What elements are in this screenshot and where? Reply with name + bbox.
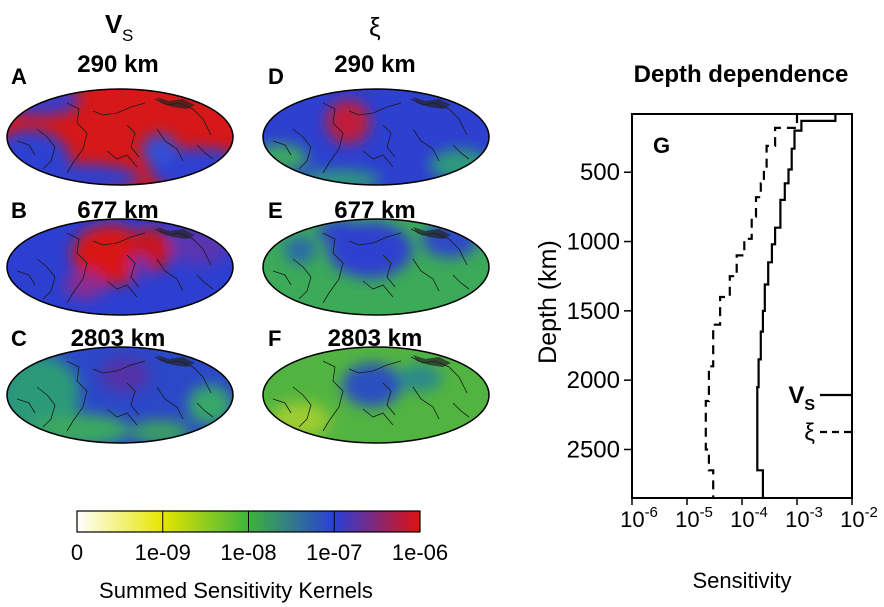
y-tick-label: 2000 xyxy=(567,367,620,394)
column-header-xi: ξ xyxy=(369,12,381,42)
colorbar: 0 1e-09 1e-08 1e-07 1e-06 Summed Sensitivity… xyxy=(71,510,448,603)
panel-letter: E xyxy=(268,198,283,223)
panel-letter: F xyxy=(268,326,281,351)
colorbar-tick-label: 1e-09 xyxy=(135,540,191,565)
depth-label: 290 km xyxy=(77,51,158,78)
legend-label: ξ xyxy=(804,419,815,446)
y-axis-label: Depth (km) xyxy=(534,240,562,364)
y-tick-label: 1000 xyxy=(567,229,620,256)
colorbar-tick-label: 1e-08 xyxy=(220,540,276,565)
svg-text:S: S xyxy=(122,26,133,45)
series-line-xi xyxy=(704,114,799,498)
depth-chart: Depth dependence G 500 1000 1500 2000 2500 1… xyxy=(534,61,878,593)
colorbar-tick-label: 1e-06 xyxy=(392,540,448,565)
x-tick-label: 10-3 xyxy=(785,504,823,532)
map-panel-d: D 290 km xyxy=(262,51,490,186)
y-tick-label: 2500 xyxy=(567,436,620,463)
panel-letter: A xyxy=(11,64,27,89)
colorbar-tick-label: 0 xyxy=(71,540,83,565)
depth-label: 290 km xyxy=(334,51,415,78)
plot-frame xyxy=(631,113,853,499)
map-panel-e: E 677 km xyxy=(262,197,490,316)
panel-letter: G xyxy=(653,133,670,158)
x-tick-label: 10-2 xyxy=(840,504,878,532)
map-panel-b: B 677 km xyxy=(6,197,234,316)
x-tick-label: 10-6 xyxy=(620,504,658,532)
y-tick-label: 500 xyxy=(580,159,620,186)
map-panel-c: C 2803 km xyxy=(6,325,234,444)
colorbar-tick-label: 1e-07 xyxy=(306,540,362,565)
chart-title: Depth dependence xyxy=(634,61,849,88)
x-tick-label: 10-5 xyxy=(675,504,713,532)
map-panel-a: A 290 km xyxy=(6,51,234,186)
panel-letter: B xyxy=(11,198,27,223)
y-tick-label: 1500 xyxy=(567,298,620,325)
panel-letter: C xyxy=(11,326,27,351)
colorbar-label: Summed Sensitivity Kernels xyxy=(99,578,373,603)
map-panel-f: F 2803 km xyxy=(262,325,490,444)
series-line-vs xyxy=(756,114,837,498)
x-tick-label: 10-4 xyxy=(730,504,768,532)
x-axis-label: Sensitivity xyxy=(692,568,791,593)
svg-text:V: V xyxy=(105,9,123,39)
panel-letter: D xyxy=(268,64,284,89)
legend-label: VS xyxy=(788,382,815,414)
column-header-vs: V S xyxy=(105,9,133,45)
